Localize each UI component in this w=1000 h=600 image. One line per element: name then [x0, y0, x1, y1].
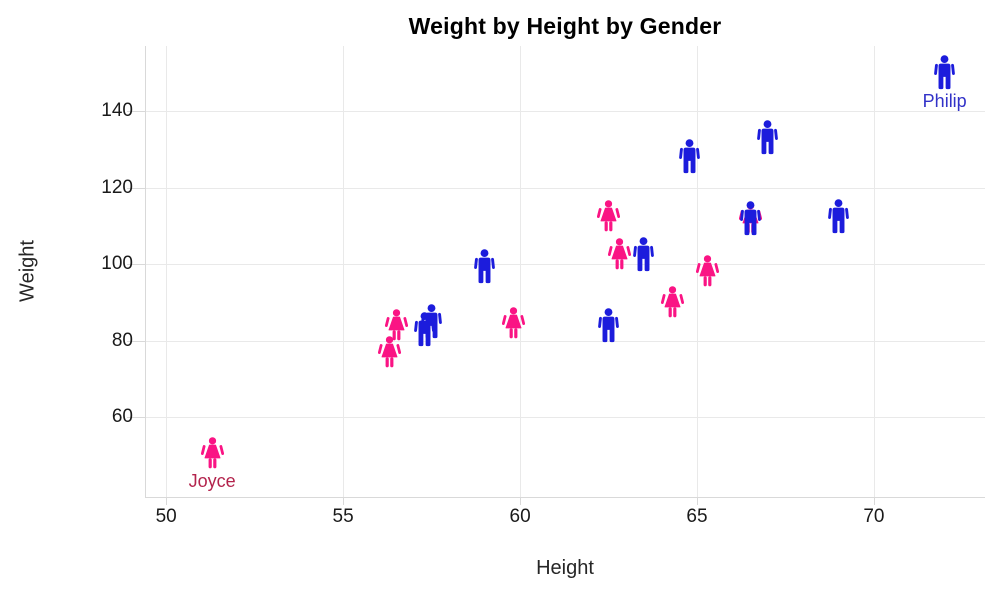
data-point — [631, 237, 656, 272]
data-point — [596, 307, 621, 343]
y-gridline — [145, 340, 985, 342]
y-tick-label: 100 — [101, 253, 133, 274]
x-gridline — [520, 46, 522, 497]
y-tick — [127, 111, 145, 112]
y-tick-label: 120 — [101, 176, 133, 198]
x-tick-label: 65 — [686, 506, 708, 527]
x-gridline — [343, 46, 345, 497]
data-point — [377, 335, 401, 369]
y-tick-label: 80 — [111, 329, 133, 351]
male-icon — [633, 237, 655, 272]
data-point — [501, 307, 525, 340]
y-gridline — [145, 417, 985, 419]
x-axis-line — [145, 497, 985, 498]
male-icon — [739, 200, 761, 235]
data-point — [607, 238, 631, 271]
x-tick — [166, 497, 168, 505]
female-icon — [200, 437, 224, 469]
male-icon — [934, 55, 956, 90]
data-point — [826, 198, 851, 234]
data-point — [419, 304, 444, 339]
y-tick-label: 140 — [101, 100, 133, 121]
male-icon — [757, 120, 779, 155]
male-icon — [598, 307, 619, 342]
x-tick-label: 50 — [155, 506, 177, 527]
data-point — [738, 200, 763, 236]
x-tick — [520, 497, 522, 505]
female-icon — [596, 199, 621, 231]
data-point — [472, 248, 497, 284]
x-tick — [873, 497, 875, 505]
y-gridline — [145, 187, 985, 189]
male-icon — [474, 248, 496, 283]
data-point — [596, 199, 621, 233]
y-tick — [127, 187, 145, 189]
point-name-label: Philip — [922, 91, 967, 112]
x-tick-label: 70 — [863, 506, 885, 527]
x-gridline — [873, 46, 875, 497]
x-axis-title: Height — [536, 557, 594, 579]
x-gridline — [166, 46, 168, 497]
data-point — [200, 437, 224, 470]
female-icon — [607, 238, 631, 270]
data-point — [384, 308, 408, 342]
female-icon — [696, 255, 720, 287]
y-gridline — [145, 111, 985, 112]
x-tick — [697, 497, 698, 505]
y-axis-line — [145, 46, 146, 497]
female-icon — [377, 335, 401, 367]
y-tick — [127, 340, 145, 342]
x-tick-label: 60 — [509, 506, 531, 527]
data-point — [932, 55, 957, 90]
male-icon — [421, 304, 442, 339]
female-icon — [384, 308, 408, 340]
point-name-label: Joyce — [188, 470, 236, 491]
data-point — [660, 286, 684, 319]
female-icon — [660, 286, 684, 318]
male-icon — [828, 198, 849, 233]
x-tick-label: 55 — [332, 506, 354, 527]
data-point — [696, 255, 720, 288]
data-point — [755, 120, 780, 155]
female-icon — [501, 307, 525, 339]
data-point — [677, 139, 702, 174]
y-tick — [127, 417, 145, 419]
x-tick — [343, 497, 345, 505]
y-gridline — [145, 264, 985, 265]
y-tick-label: 60 — [111, 406, 133, 428]
y-tick — [127, 264, 145, 265]
male-icon — [679, 139, 701, 174]
chart-title: Weight by Height by Gender — [408, 13, 722, 39]
